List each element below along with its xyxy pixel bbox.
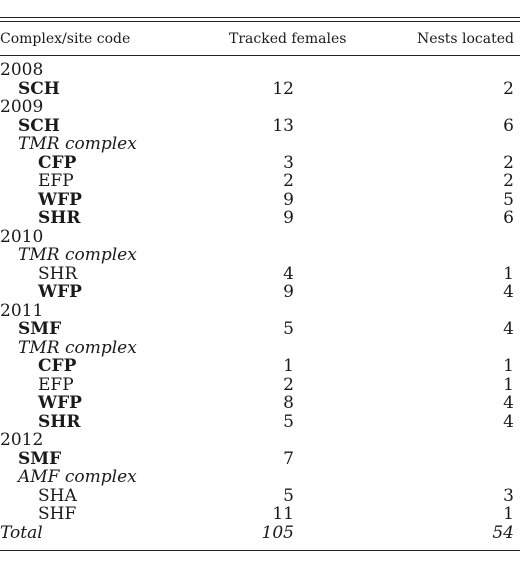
row-label: 2010	[0, 226, 44, 247]
nests-located-cell: 4	[503, 282, 514, 302]
row-label: EFP	[38, 171, 74, 191]
row-label: SHR	[38, 263, 78, 284]
row-label: WFP	[38, 189, 82, 210]
row-label: SCH	[18, 78, 60, 99]
table-row: SHR 5 4	[0, 411, 520, 432]
row-label: 2008	[0, 60, 44, 80]
row-label: SHA	[38, 485, 77, 506]
tracked-females-cell: 3	[283, 152, 294, 173]
header-complex-site-code: Complex/site code	[0, 31, 131, 47]
tracked-females-cell: 2	[283, 171, 294, 191]
nests-located-cell: 1	[503, 356, 514, 376]
row-label: SHF	[38, 504, 77, 524]
table-row: WFP 9 5	[0, 189, 520, 210]
row-label: Total	[0, 522, 43, 543]
row-label: 2009	[0, 97, 44, 117]
bottom-rule	[0, 550, 520, 551]
row-label: TMR complex	[18, 245, 137, 265]
table-row: Total 105 54	[0, 522, 520, 543]
nests-located-cell: 4	[503, 411, 514, 432]
tracked-females-cell: 5	[283, 319, 294, 339]
row-label: SHR	[38, 208, 81, 228]
table-row: EFP 2 1	[0, 374, 520, 395]
table-row: 2010	[0, 226, 520, 247]
tracked-females-cell: 5	[283, 485, 294, 506]
row-label: TMR complex	[18, 337, 137, 358]
table-row: TMR complex	[0, 337, 520, 358]
nests-located-cell: 4	[503, 393, 514, 413]
table-row: WFP 9 4	[0, 283, 520, 302]
tracked-females-cell: 105	[261, 522, 294, 543]
tracked-females-cell: 4	[283, 263, 294, 284]
nests-located-cell: 2	[503, 78, 514, 99]
header-rule	[0, 55, 520, 56]
header-nests-located: Nests located	[417, 31, 514, 47]
row-label: 2012	[0, 430, 44, 450]
top-rule-2	[0, 21, 520, 22]
table-row: EFP 2 2	[0, 172, 520, 191]
tracked-females-cell: 13	[272, 115, 294, 136]
row-label: SHR	[38, 411, 81, 432]
tracked-females-cell: 9	[283, 208, 294, 228]
table-row: 2011	[0, 300, 520, 321]
table-row: SHF 11 1	[0, 505, 520, 524]
table-row: AMF complex	[0, 468, 520, 487]
table-row: SHA 5 3	[0, 485, 520, 506]
nests-located-cell: 2	[503, 152, 514, 173]
table-row: SHR 9 6	[0, 209, 520, 228]
tracked-females-cell: 5	[283, 411, 294, 432]
table-row: WFP 8 4	[0, 394, 520, 413]
row-label: CFP	[38, 356, 77, 376]
nests-located-cell: 1	[503, 263, 514, 284]
row-label: WFP	[38, 282, 82, 302]
tracked-females-cell: 11	[272, 504, 294, 524]
nests-located-cell: 2	[503, 171, 514, 191]
tracked-females-cell: 9	[283, 189, 294, 210]
tracked-females-cell: 7	[283, 448, 294, 469]
table-row: SCH 12 2	[0, 78, 520, 99]
row-label: WFP	[38, 393, 82, 413]
row-label: AMF complex	[18, 467, 137, 487]
table-row: TMR complex	[0, 246, 520, 265]
table-row: CFP 3 2	[0, 152, 520, 173]
tracked-females-cell: 12	[272, 78, 294, 99]
row-label: SCH	[18, 115, 60, 136]
table-row: 2009	[0, 98, 520, 117]
row-label: EFP	[38, 374, 74, 395]
nests-located-cell: 5	[503, 189, 514, 210]
table-row: SMF 7	[0, 448, 520, 469]
row-label: SMF	[18, 319, 62, 339]
row-label: SMF	[18, 448, 62, 469]
nests-located-cell: 3	[503, 485, 514, 506]
table-row: SCH 13 6	[0, 115, 520, 136]
row-label: 2011	[0, 300, 44, 321]
table-row: CFP 1 1	[0, 357, 520, 376]
nests-located-cell: 54	[492, 522, 514, 543]
tracked-females-cell: 8	[283, 393, 294, 413]
nests-located-cell: 1	[503, 374, 514, 395]
nests-located-cell: 6	[503, 208, 514, 228]
tracked-females-cell: 9	[283, 282, 294, 302]
table-row: TMR complex	[0, 135, 520, 154]
tracked-females-cell: 1	[283, 356, 294, 376]
nests-located-cell: 4	[503, 319, 514, 339]
table-row: SMF 5 4	[0, 320, 520, 339]
table-row: 2012	[0, 431, 520, 450]
table-body: 2008 SCH 12 2 2009 SCH 13 6 TMR complex CFP 3 2 EFP 2…	[0, 61, 520, 542]
tracked-females-cell: 2	[283, 374, 294, 395]
top-rule-1	[0, 17, 520, 18]
table-row: 2008	[0, 61, 520, 80]
nests-located-cell: 1	[503, 504, 514, 524]
header-tracked-females: Tracked females	[229, 31, 347, 47]
table-row: SHR 4 1	[0, 263, 520, 284]
row-label: TMR complex	[18, 134, 137, 154]
row-label: CFP	[38, 152, 77, 173]
nests-located-cell: 6	[503, 115, 514, 136]
